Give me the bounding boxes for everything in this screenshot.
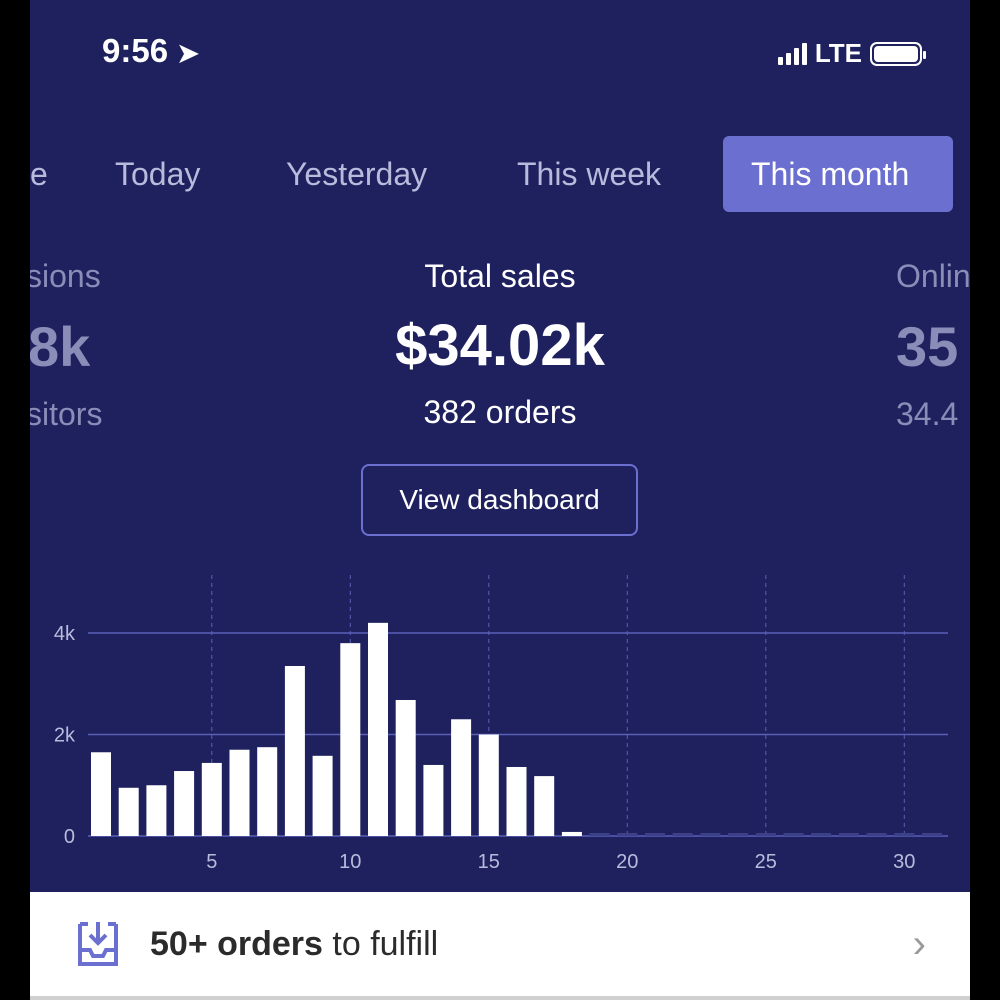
signal-icon (777, 42, 807, 65)
bar-day-9 (312, 755, 333, 836)
bar-day-17 (534, 776, 555, 836)
status-time: 9:56 ➤ (102, 32, 199, 70)
kpi-left-title: sions (30, 258, 101, 294)
kpi-left-value: 8k (30, 315, 91, 378)
tab-this-week[interactable]: This week (517, 156, 662, 192)
tab-this-month[interactable]: This month (723, 136, 953, 212)
bar-day-29 (866, 833, 887, 836)
time-text: 9:56 (102, 32, 169, 69)
orders-rest: to fulfill (322, 924, 439, 963)
bar-day-23 (700, 833, 721, 836)
bar-day-16 (506, 766, 527, 836)
kpi-right-title: Onlin (896, 258, 970, 294)
bar-day-6 (229, 749, 250, 836)
bar-day-28 (838, 833, 859, 836)
bar-day-10 (340, 643, 361, 836)
tab-today[interactable]: Today (115, 156, 201, 192)
bar-day-22 (672, 833, 693, 836)
inbox-download-icon (78, 922, 118, 966)
sales-bar-chart: 5 10 15 20 25 30 0 2k 4k (54, 575, 948, 873)
bar-day-3 (146, 785, 167, 836)
bar-day-20 (617, 833, 638, 836)
location-arrow-icon: ➤ (177, 38, 200, 68)
x-tick-label: 5 (206, 851, 217, 873)
kpi-right-value: 35 (896, 315, 959, 378)
bar-day-4 (174, 771, 195, 836)
chevron-right-icon: › (912, 921, 926, 966)
network-label: LTE (814, 38, 862, 68)
bar-day-14 (451, 719, 472, 836)
y-tick-label: 0 (64, 826, 75, 848)
status-icons: LTE (777, 38, 926, 69)
bar-day-24 (728, 833, 749, 836)
x-tick-label: 20 (616, 851, 638, 873)
bar-day-30 (894, 833, 915, 836)
bar-day-25 (755, 833, 776, 836)
bar-day-21 (645, 833, 665, 836)
screen: 9:56 ➤ LTE e Today Yesterday This week T… (30, 0, 970, 1000)
bar-day-31 (922, 833, 942, 836)
divider (30, 996, 970, 1000)
bar-day-1 (91, 752, 111, 836)
bar-day-13 (423, 764, 444, 836)
bar-day-2 (118, 787, 139, 836)
bar-day-11 (368, 622, 388, 836)
bar-day-8 (284, 665, 305, 836)
bar-day-5 (201, 762, 222, 836)
view-dashboard-button[interactable]: View dashboard (361, 464, 638, 536)
bar-day-26 (783, 833, 804, 836)
x-tick-label: 15 (478, 851, 500, 873)
bar-day-19 (589, 833, 610, 836)
kpi-total-sales-title: Total sales (424, 258, 576, 294)
orders-to-fulfill-row[interactable]: 50+ orders to fulfill › (30, 892, 970, 996)
y-tick-label: 2k (54, 725, 76, 747)
kpi-total-sales-orders: 382 orders (423, 394, 577, 430)
bar-day-7 (257, 747, 278, 836)
bar-day-18 (561, 831, 582, 836)
x-tick-label: 25 (755, 851, 777, 873)
kpi-left-sub: sitors (30, 396, 103, 432)
tab-partial[interactable]: e (30, 156, 48, 192)
orders-to-fulfill-label: 50+ orders to fulfill (150, 925, 438, 964)
kpi-total-sales-value: $34.02k (395, 313, 605, 378)
x-tick-label: 30 (893, 851, 915, 873)
orders-count: 50+ orders (150, 924, 323, 963)
battery-icon (870, 41, 926, 66)
bar-day-27 (811, 833, 832, 836)
x-tick-label: 10 (339, 851, 361, 873)
bar-day-12 (395, 699, 416, 836)
kpi-right-sub: 34.4 (896, 396, 959, 432)
tab-yesterday[interactable]: Yesterday (286, 156, 428, 192)
y-tick-label: 4k (54, 623, 76, 645)
bar-day-15 (478, 734, 499, 836)
